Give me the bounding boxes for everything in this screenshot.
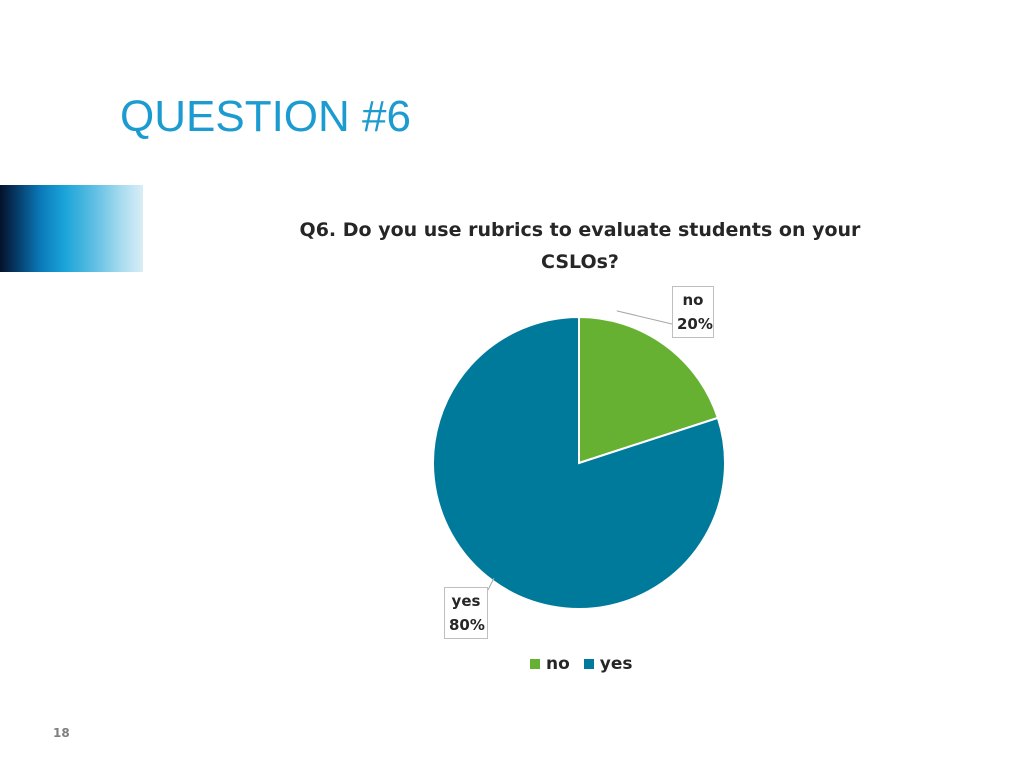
leader-line-yes xyxy=(487,577,495,591)
leader-line-no xyxy=(616,310,673,325)
legend-label-no: no xyxy=(546,654,570,674)
legend-label-yes: yes xyxy=(599,654,633,674)
legend-swatch-no xyxy=(530,659,540,669)
chart-legend: no yes xyxy=(530,654,647,674)
data-label-yes-value: 80% xyxy=(449,616,485,634)
legend-item-no: no xyxy=(530,654,570,674)
page-number: 18 xyxy=(53,726,70,740)
pie-slice-no xyxy=(578,315,720,465)
slide-title: QUESTION #6 xyxy=(120,92,411,141)
legend-swatch-yes xyxy=(583,659,594,669)
data-label-no-category: no xyxy=(682,291,704,309)
data-label-yes-category: yes xyxy=(451,592,481,610)
legend-item-yes: yes xyxy=(583,654,633,674)
data-label-no: no 20% xyxy=(672,286,714,338)
chart-title: Q6. Do you use rubrics to evaluate stude… xyxy=(299,219,861,273)
accent-gradient-bar xyxy=(0,185,143,272)
data-label-yes: yes 80% xyxy=(444,587,488,639)
data-label-no-value: 20% xyxy=(677,315,713,333)
pie-slice-yes xyxy=(432,315,726,610)
